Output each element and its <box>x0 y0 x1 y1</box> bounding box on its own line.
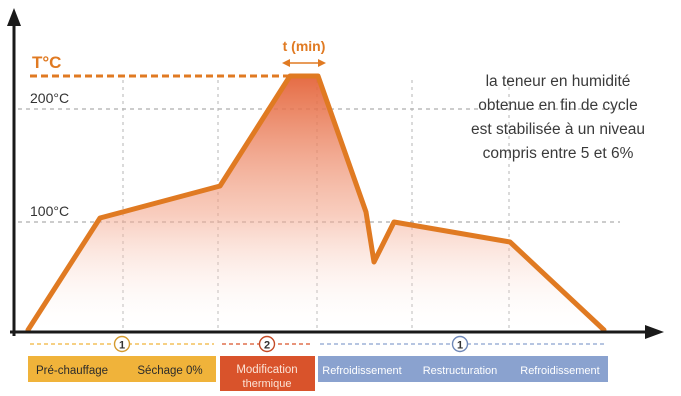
phase-label-sechage: Séchage 0% <box>137 365 202 377</box>
phase-label-refroidissement-1: Refroidissement <box>322 365 401 377</box>
y-axis-arrow-icon <box>7 8 21 26</box>
phase-1-number: 1 <box>119 340 125 352</box>
duration-label: t (min) <box>283 38 326 54</box>
humidity-note-line-1: la teneur en humidité <box>485 73 631 90</box>
temperature-100-label: 100°C <box>30 203 69 219</box>
phase-3-badge: 1 <box>451 335 469 353</box>
humidity-note-line-2: obtenue en fin de cycle <box>478 97 638 114</box>
phase-label-refroidissement-2: Refroidissement <box>520 365 599 377</box>
phase-2-number: 2 <box>264 340 270 352</box>
phase-1-badge: 1 <box>113 335 131 353</box>
phase-2-badge: 2 <box>258 335 276 353</box>
humidity-note: la teneur en humidité obtenue en fin de … <box>442 70 674 166</box>
phase-1-box <box>28 356 216 382</box>
humidity-note-line-4: compris entre 5 et 6% <box>482 145 634 162</box>
phase-3-number: 1 <box>457 340 463 352</box>
temperature-200-label: 200°C <box>30 90 69 106</box>
phase-2-box <box>220 356 315 391</box>
phase-label-modification: Modification <box>236 364 297 376</box>
phase-label-thermique: thermique <box>243 378 292 390</box>
phase-label-prechauffage: Pré-chauffage <box>36 365 108 377</box>
humidity-note-line-3: est stabilisée à un niveau <box>470 121 646 138</box>
x-axis-arrow-icon <box>645 325 664 339</box>
phase-label-restructuration: Restructuration <box>423 365 498 377</box>
phase-3-box <box>318 356 608 382</box>
curve-area <box>28 76 604 330</box>
temperature-curve <box>25 73 607 333</box>
y-axis-label: T°C <box>32 53 61 72</box>
